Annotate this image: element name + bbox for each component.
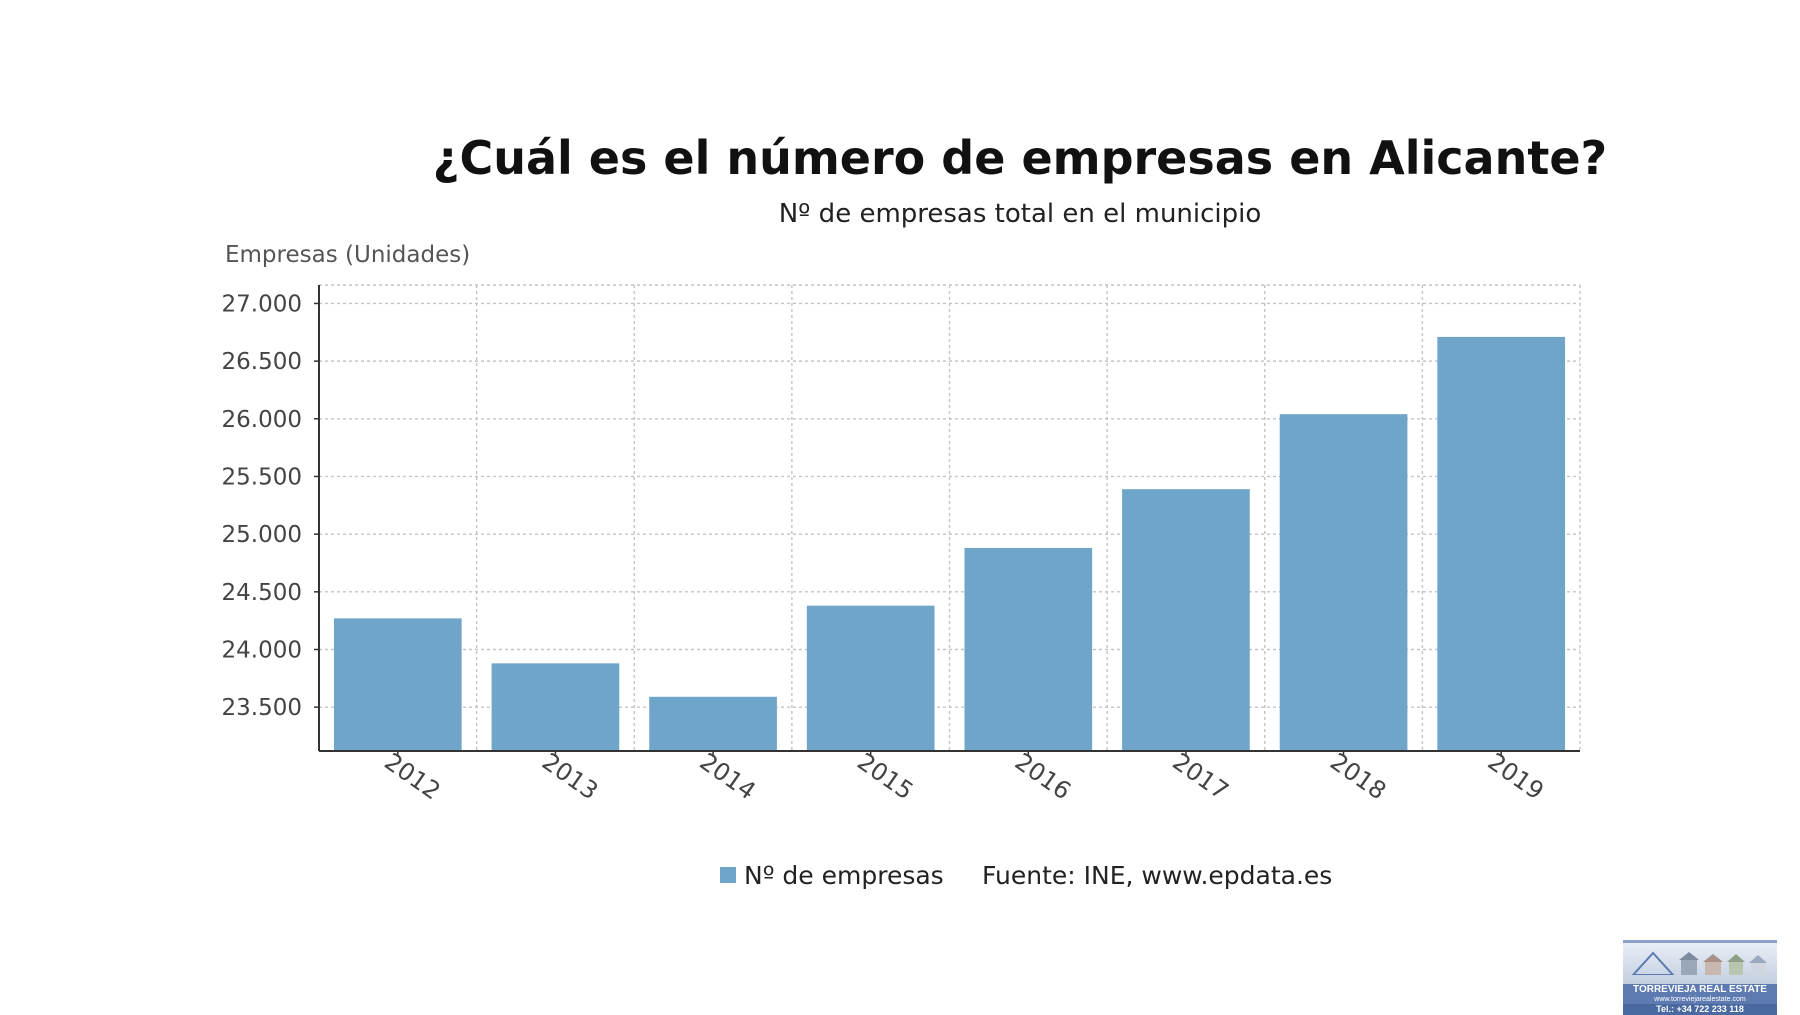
x-tick-label: 2014 (695, 747, 761, 805)
y-tick-label: 24.000 (222, 637, 302, 663)
y-axis-label: Empresas (Unidades) (225, 242, 470, 268)
watermark-phone: Tel.: +34 722 233 118 (1623, 1004, 1777, 1015)
chart-subtitle: Nº de empresas total en el municipio (779, 199, 1262, 229)
bar-2012 (333, 618, 462, 751)
bar-2016 (964, 547, 1093, 751)
watermark-name: TORREVIEJA REAL ESTATE (1623, 984, 1777, 996)
grid (319, 284, 1581, 751)
legend: Nº de empresas Fuente: INE, www.epdata.e… (720, 861, 1332, 890)
x-tick-label: 2015 (852, 747, 918, 805)
legend-swatch (720, 867, 736, 883)
y-tick-label: 25.000 (222, 522, 302, 548)
x-tick-label: 2013 (537, 747, 603, 805)
bar-2017 (1122, 489, 1250, 751)
watermark-logo: TORREVIEJA REAL ESTATE www.torreviejarea… (1623, 940, 1777, 1015)
y-tick-label: 25.500 (222, 464, 302, 490)
bar-2019 (1437, 336, 1566, 751)
legend-label: Nº de empresas (744, 861, 944, 890)
y-tick-label: 26.500 (222, 349, 302, 375)
x-tick-label: 2019 (1483, 747, 1549, 805)
watermark-website: www.torreviejarealestate.com (1623, 996, 1777, 1004)
bars (333, 336, 1566, 751)
source-label: Fuente: INE, www.epdata.es (982, 861, 1332, 890)
y-ticks: 23.500 24.000 24.500 25.000 25.500 26.000 26.5… (222, 291, 319, 721)
bar-2014 (649, 696, 777, 751)
chart-title: ¿Cuál es el número de empresas en Alican… (433, 131, 1607, 185)
houses-icon (1631, 951, 1767, 975)
x-tick-label: 2016 (1010, 747, 1076, 805)
x-ticks: 2012 2013 2014 2015 2016 2017 2018 2019 (379, 747, 1548, 805)
axes (318, 285, 1580, 752)
bar-2018 (1279, 414, 1408, 751)
y-tick-label: 24.500 (222, 580, 302, 606)
bar-2013 (491, 663, 620, 751)
x-tick-label: 2018 (1325, 747, 1391, 805)
y-tick-label: 26.000 (222, 407, 302, 433)
y-tick-label: 27.000 (222, 291, 302, 317)
x-tick-label: 2012 (379, 747, 445, 805)
bar-2015 (806, 605, 935, 751)
x-tick-label: 2017 (1167, 747, 1233, 805)
y-tick-label: 23.500 (222, 695, 302, 721)
